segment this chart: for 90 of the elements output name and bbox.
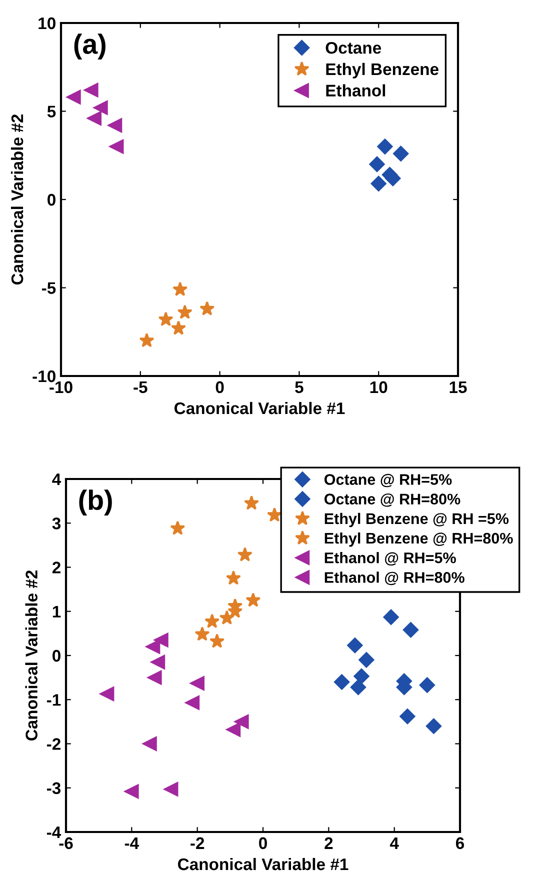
- point: [237, 547, 252, 562]
- annotation: (a): [74, 34, 106, 60]
- point: [385, 170, 401, 186]
- point: [377, 138, 393, 154]
- point: [124, 784, 139, 799]
- legend-label: Octane @ RH=80%: [324, 494, 460, 507]
- x-tick-label: -5: [134, 381, 148, 394]
- x-axis-title: Canonical Variable #1: [174, 402, 345, 414]
- point: [226, 570, 241, 585]
- point: [154, 632, 168, 648]
- point: [347, 638, 363, 654]
- x-tick-label: -2: [190, 837, 204, 849]
- y-tick-label: 5: [47, 106, 56, 118]
- y-tick-label: -3: [46, 782, 61, 794]
- y-tick-label: 3: [52, 518, 61, 530]
- point: [393, 146, 409, 162]
- legend-label: Ethanol @ RH=80%: [324, 572, 464, 586]
- legend-label: Octane @ RH=5%: [324, 474, 452, 488]
- legend-label: Octane: [326, 42, 382, 54]
- x-axis-title: Canonical Variable #1: [178, 858, 348, 870]
- y-tick-label: 10: [38, 17, 56, 30]
- y-tick-label: -2: [46, 738, 60, 750]
- point: [266, 507, 282, 522]
- y-tick-label: 1: [52, 606, 61, 618]
- point: [419, 677, 435, 693]
- point: [400, 708, 416, 724]
- x-tick-label: 2: [324, 837, 333, 849]
- point: [426, 718, 442, 734]
- point: [177, 304, 192, 319]
- y-tick-label: -1: [46, 694, 61, 706]
- y-tick-label: 0: [48, 194, 56, 206]
- x-tick-label: 15: [450, 381, 467, 394]
- point: [194, 626, 210, 641]
- point: [200, 301, 215, 316]
- legend-label: Ethanol @ RH=5%: [324, 552, 456, 566]
- y-axis-title: Canonical Variable #2: [10, 114, 24, 284]
- x-tick-label: 4: [390, 837, 399, 849]
- point: [358, 652, 374, 668]
- y-axis-title: Canonical Variable #2: [25, 570, 38, 740]
- point: [334, 674, 350, 690]
- point: [142, 736, 157, 751]
- y-tick-label: 0: [52, 650, 60, 662]
- x-tick-label: 6: [456, 837, 464, 850]
- point: [226, 722, 241, 737]
- y-tick-label: -4: [46, 826, 62, 838]
- point: [383, 609, 399, 625]
- x-tick-label: -6: [59, 837, 73, 850]
- y-tick-label: 4: [52, 474, 62, 486]
- point: [172, 282, 188, 296]
- point: [171, 320, 186, 335]
- legend-label: Ethyl Benzene: [326, 62, 438, 78]
- y-tick-label: -10: [32, 370, 56, 382]
- point: [354, 668, 370, 684]
- point: [219, 610, 234, 625]
- point: [246, 592, 261, 607]
- y-tick-label: -5: [42, 282, 56, 294]
- point: [66, 90, 81, 104]
- point: [204, 614, 220, 628]
- point: [164, 782, 178, 796]
- point: [370, 176, 386, 192]
- y-tick-label: 2: [52, 562, 60, 574]
- point: [185, 696, 200, 710]
- x-tick-label: 0: [259, 837, 267, 850]
- x-tick-label: 0: [216, 381, 224, 394]
- x-tick-label: -4: [124, 837, 139, 849]
- point: [350, 679, 366, 696]
- point: [170, 520, 186, 535]
- point: [147, 670, 162, 685]
- point: [139, 332, 154, 348]
- point: [190, 676, 204, 690]
- legend-label: Ethanol: [326, 84, 386, 97]
- x-tick-label: 5: [295, 381, 304, 394]
- point: [109, 139, 124, 154]
- point: [100, 686, 114, 702]
- point: [234, 714, 249, 729]
- point: [369, 156, 385, 172]
- annotation: (b): [79, 490, 112, 516]
- point: [244, 495, 260, 510]
- x-tick-label: 10: [370, 381, 388, 394]
- legend-label: Ethyl Benzene @ RH=80%: [324, 532, 513, 547]
- point: [108, 118, 122, 133]
- point: [150, 654, 166, 670]
- legend-label: Ethyl Benzene @ RH =5%: [324, 512, 509, 528]
- point: [210, 634, 225, 648]
- point: [158, 312, 174, 326]
- point: [84, 82, 98, 98]
- point: [146, 640, 160, 654]
- point: [87, 111, 102, 126]
- point: [94, 100, 108, 115]
- point: [402, 622, 419, 638]
